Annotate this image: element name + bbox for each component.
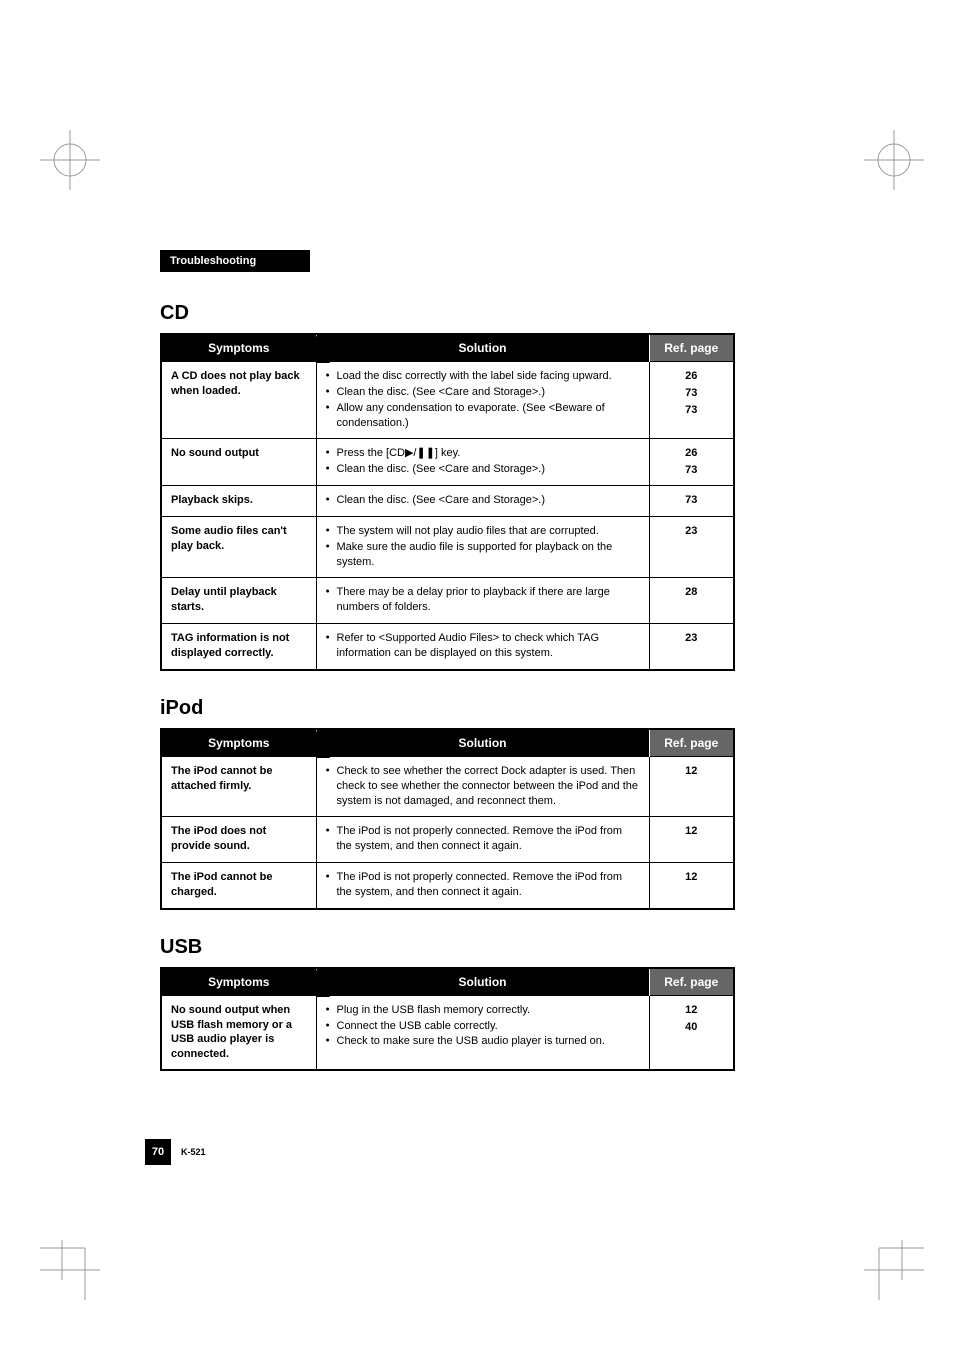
ref-cell: 73: [649, 486, 734, 517]
solution-cell: There may be a delay prior to playback i…: [316, 578, 649, 624]
usb-table: Symptoms Solution Ref. page No sound out…: [160, 967, 735, 1071]
solution-cell: The system will not play audio files tha…: [316, 516, 649, 578]
ref-page: 23: [659, 631, 725, 646]
cd-th-ref: Ref. page: [649, 334, 734, 362]
table-row: No sound outputPress the [CD▶/❚❚] key.Cl…: [161, 439, 734, 486]
solution-item: Check to see whether the correct Dock ad…: [326, 764, 640, 809]
symptom-cell: Some audio files can't play back.: [161, 516, 316, 578]
ref-page: 73: [659, 493, 725, 508]
table-row: Delay until playback starts. There may be…: [161, 578, 734, 624]
solution-item: Refer to <Supported Audio Files> to chec…: [326, 631, 640, 661]
symptom-cell: A CD does not play back when loaded.: [161, 362, 316, 439]
page-number: 70: [145, 1139, 171, 1165]
ref-page: 73: [659, 403, 725, 418]
ref-page: 40: [659, 1020, 725, 1035]
solution-cell: Refer to <Supported Audio Files> to chec…: [316, 624, 649, 670]
ipod-title: iPod: [160, 697, 735, 720]
crop-mark-tl: [40, 130, 100, 190]
cd-th-symptoms: Symptoms: [161, 334, 316, 362]
symptom-cell: No sound output when USB flash memory or…: [161, 995, 316, 1070]
ref-cell: 12: [649, 756, 734, 817]
ref-page: 23: [659, 524, 725, 539]
solution-item: There may be a delay prior to playback i…: [326, 585, 640, 615]
table-row: No sound output when USB flash memory or…: [161, 995, 734, 1070]
solution-cell: Check to see whether the correct Dock ad…: [316, 756, 649, 817]
solution-cell: Clean the disc. (See <Care and Storage>.…: [316, 486, 649, 517]
solution-item: The iPod is not properly connected. Remo…: [326, 870, 640, 900]
table-row: Playback skips. Clean the disc. (See <Car…: [161, 486, 734, 517]
table-row: Some audio files can't play back. The sys…: [161, 516, 734, 578]
ref-cell: 28: [649, 578, 734, 624]
usb-th-symptoms: Symptoms: [161, 968, 316, 996]
solution-item: Press the [CD▶/❚❚] key.: [326, 446, 640, 461]
section-header-label: Troubleshooting: [170, 255, 256, 267]
ipod-th-ref: Ref. page: [649, 729, 734, 757]
solution-item: Allow any condensation to evaporate. (Se…: [326, 401, 640, 431]
page-footer: 70 K-521: [145, 1139, 206, 1165]
solution-item: Make sure the audio file is supported fo…: [326, 540, 640, 570]
crop-mark-br: [864, 1240, 924, 1300]
ipod-th-solution: Solution: [316, 729, 649, 757]
symptom-cell: The iPod does not provide sound.: [161, 817, 316, 863]
cd-th-solution: Solution: [316, 334, 649, 362]
table-row: The iPod cannot be attached firmly.Check…: [161, 756, 734, 817]
ipod-table: Symptoms Solution Ref. page The iPod can…: [160, 728, 735, 910]
usb-th-ref: Ref. page: [649, 968, 734, 996]
ref-cell: 1240: [649, 995, 734, 1070]
usb-th-solution: Solution: [316, 968, 649, 996]
solution-item: Load the disc correctly with the label s…: [326, 369, 640, 384]
footer-model: K-521: [181, 1147, 206, 1157]
section-header: Troubleshooting: [160, 250, 310, 272]
table-row: The iPod does not provide sound. The iPod…: [161, 817, 734, 863]
solution-item: Plug in the USB flash memory correctly.: [326, 1003, 640, 1018]
table-row: The iPod cannot be charged. The iPod is n…: [161, 863, 734, 909]
solution-cell: Plug in the USB flash memory correctly.C…: [316, 995, 649, 1070]
symptom-cell: Delay until playback starts.: [161, 578, 316, 624]
crop-mark-bl: [40, 1240, 100, 1300]
solution-cell: Press the [CD▶/❚❚] key.Clean the disc. (…: [316, 439, 649, 486]
ref-cell: 12: [649, 817, 734, 863]
ref-page: 28: [659, 585, 725, 600]
solution-cell: The iPod is not properly connected. Remo…: [316, 863, 649, 909]
ref-page: 26: [659, 446, 725, 461]
ref-cell: 2673: [649, 439, 734, 486]
cd-title: CD: [160, 302, 735, 325]
symptom-cell: The iPod cannot be attached firmly.: [161, 756, 316, 817]
ref-page: 12: [659, 1003, 725, 1018]
usb-title: USB: [160, 936, 735, 959]
symptom-cell: TAG information is not displayed correct…: [161, 624, 316, 670]
ref-cell: 23: [649, 624, 734, 670]
ref-page: 12: [659, 764, 725, 779]
symptom-cell: Playback skips.: [161, 486, 316, 517]
ref-page: 12: [659, 824, 725, 839]
table-row: A CD does not play back when loaded. Load…: [161, 362, 734, 439]
solution-item: Clean the disc. (See <Care and Storage>.…: [326, 462, 640, 477]
ipod-tbody: The iPod cannot be attached firmly.Check…: [161, 756, 734, 908]
solution-cell: The iPod is not properly connected. Remo…: [316, 817, 649, 863]
usb-tbody: No sound output when USB flash memory or…: [161, 995, 734, 1070]
ref-page: 73: [659, 386, 725, 401]
ref-cell: 12: [649, 863, 734, 909]
crop-mark-tr: [864, 130, 924, 190]
ref-page: 12: [659, 870, 725, 885]
cd-tbody: A CD does not play back when loaded. Load…: [161, 362, 734, 670]
solution-item: Clean the disc. (See <Care and Storage>.…: [326, 493, 640, 508]
ref-page: 73: [659, 463, 725, 478]
solution-item: Check to make sure the USB audio player …: [326, 1034, 640, 1049]
solution-cell: Load the disc correctly with the label s…: [316, 362, 649, 439]
solution-item: Connect the USB cable correctly.: [326, 1019, 640, 1034]
solution-item: The iPod is not properly connected. Remo…: [326, 824, 640, 854]
solution-item: Clean the disc. (See <Care and Storage>.…: [326, 385, 640, 400]
solution-item: The system will not play audio files tha…: [326, 524, 640, 539]
ref-cell: 26 73 73: [649, 362, 734, 439]
symptom-cell: The iPod cannot be charged.: [161, 863, 316, 909]
ipod-th-symptoms: Symptoms: [161, 729, 316, 757]
table-row: TAG information is not displayed correct…: [161, 624, 734, 670]
symptom-cell: No sound output: [161, 439, 316, 486]
ref-cell: 23: [649, 516, 734, 578]
cd-table: Symptoms Solution Ref. page A CD does no…: [160, 333, 735, 671]
ref-page: 26: [659, 369, 725, 384]
